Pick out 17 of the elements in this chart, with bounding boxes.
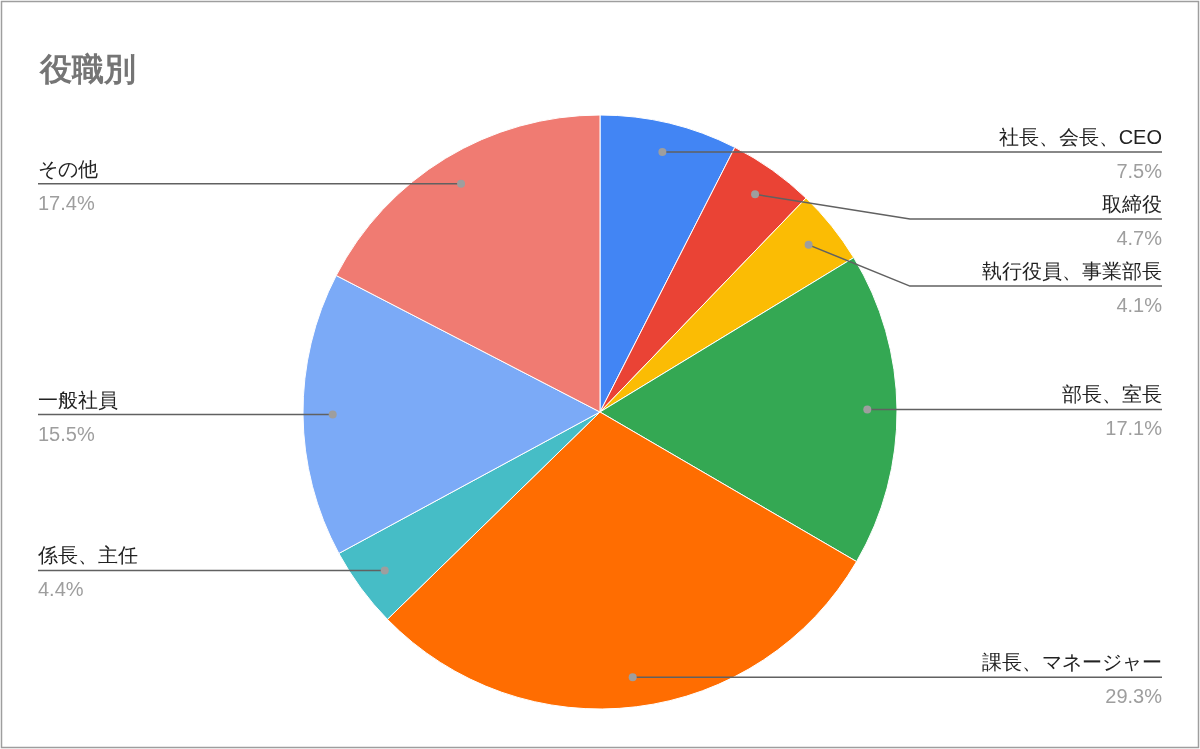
chart-title: 役職別 <box>39 51 136 87</box>
data-label: 4.4% <box>38 578 84 601</box>
data-label: 17.4% <box>38 191 95 214</box>
slice-label: 執行役員、事業部長 <box>982 260 1162 283</box>
data-label: 17.1% <box>1105 417 1163 440</box>
data-label: 29.3% <box>1105 685 1163 708</box>
slice-label: 係長、主任 <box>37 544 138 567</box>
data-label: 7.5% <box>1116 160 1163 183</box>
slice-label: その他 <box>38 157 98 180</box>
slice-label: 課長、マネージャー <box>982 651 1162 674</box>
slice-label: 部長、室長 <box>1062 383 1162 406</box>
data-label: 15.5% <box>38 422 95 445</box>
slice-label: 一般社員 <box>38 388 118 411</box>
data-label: 4.1% <box>1116 294 1163 317</box>
data-label: 4.7% <box>1116 227 1163 250</box>
slice-label: 取締役 <box>1102 193 1162 216</box>
slice-label: 社長、会長、CEO <box>998 126 1162 149</box>
